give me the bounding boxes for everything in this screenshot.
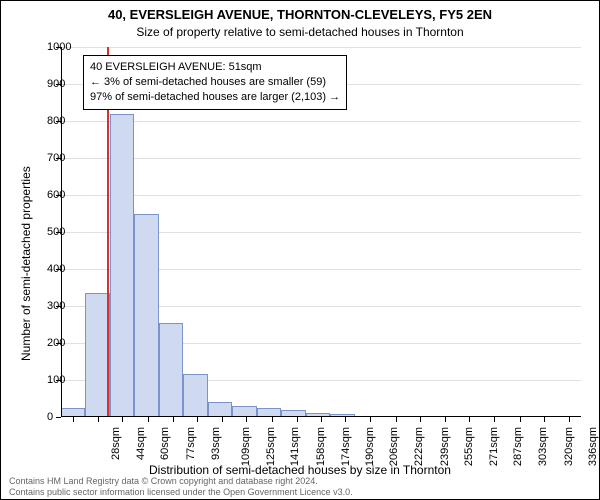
x-tick-label: 77sqm xyxy=(185,427,197,460)
histogram-bar xyxy=(159,323,183,417)
x-tick-label: 174sqm xyxy=(340,427,352,466)
x-tick-label: 271sqm xyxy=(488,427,500,466)
x-tick xyxy=(569,417,570,422)
x-tick xyxy=(494,417,495,422)
x-tick xyxy=(370,417,371,422)
histogram-bar xyxy=(134,214,158,418)
plot-area: 0100200300400500600700800900100028sqm44s… xyxy=(61,47,581,417)
x-tick-label: 190sqm xyxy=(364,427,376,466)
y-tick-label: 600 xyxy=(47,189,51,201)
x-tick-label: 222sqm xyxy=(413,427,425,466)
x-tick-label: 109sqm xyxy=(240,427,252,466)
y-tick-label: 900 xyxy=(47,78,51,90)
x-tick xyxy=(148,417,149,422)
x-tick xyxy=(197,417,198,422)
gridline xyxy=(61,121,581,122)
x-tick xyxy=(122,417,123,422)
histogram-bar xyxy=(183,374,207,417)
chart-subtitle: Size of property relative to semi-detach… xyxy=(1,25,599,39)
x-tick xyxy=(272,417,273,422)
y-tick-label: 1000 xyxy=(47,41,51,53)
infobox-line-larger: 97% of semi-detached houses are larger (… xyxy=(90,90,340,105)
y-tick-label: 400 xyxy=(47,263,51,275)
gridline xyxy=(61,158,581,159)
x-tick xyxy=(445,417,446,422)
histogram-bar xyxy=(110,114,134,417)
x-tick xyxy=(98,417,99,422)
histogram-bar xyxy=(208,402,232,417)
attribution-text: Contains HM Land Registry data © Crown c… xyxy=(9,476,591,497)
x-tick xyxy=(173,417,174,422)
x-tick-label: 141sqm xyxy=(289,427,301,466)
x-tick-label: 206sqm xyxy=(389,427,401,466)
chart-title: 40, EVERSLEIGH AVENUE, THORNTON-CLEVELEY… xyxy=(1,7,599,22)
x-tick xyxy=(420,417,421,422)
attribution-lines: Contains HM Land Registry data © Crown c… xyxy=(9,476,353,496)
x-axis-label: Distribution of semi-detached houses by … xyxy=(1,463,599,477)
x-tick-label: 44sqm xyxy=(135,427,147,460)
x-tick xyxy=(520,417,521,422)
x-tick-label: 60sqm xyxy=(159,427,171,460)
y-tick-label: 700 xyxy=(47,152,51,164)
y-tick-label: 500 xyxy=(47,226,51,238)
x-tick-label: 93sqm xyxy=(210,427,222,460)
x-tick xyxy=(345,417,346,422)
x-tick-label: 303sqm xyxy=(537,427,549,466)
x-tick-label: 287sqm xyxy=(512,427,524,466)
x-tick xyxy=(297,417,298,422)
x-tick xyxy=(469,417,470,422)
x-tick xyxy=(544,417,545,422)
x-tick xyxy=(321,417,322,422)
y-tick-label: 300 xyxy=(47,300,51,312)
y-tick-label: 0 xyxy=(47,411,51,423)
x-tick xyxy=(73,417,74,422)
y-axis-label: Number of semi-detached properties xyxy=(19,166,33,361)
y-axis xyxy=(61,47,62,417)
subject-info-box: 40 EVERSLEIGH AVENUE: 51sqm← 3% of semi-… xyxy=(83,55,347,110)
x-tick-label: 125sqm xyxy=(265,427,277,466)
gridline xyxy=(61,195,581,196)
x-tick-label: 158sqm xyxy=(315,427,327,466)
x-tick xyxy=(222,417,223,422)
x-tick xyxy=(246,417,247,422)
histogram-bar xyxy=(85,293,109,417)
y-tick xyxy=(56,417,61,418)
y-axis-label-text: Number of semi-detached properties xyxy=(19,166,33,361)
x-tick-label: 255sqm xyxy=(464,427,476,466)
chart-container: 40, EVERSLEIGH AVENUE, THORNTON-CLEVELEY… xyxy=(0,0,600,500)
gridline xyxy=(61,47,581,48)
infobox-line-smaller: ← 3% of semi-detached houses are smaller… xyxy=(90,75,340,90)
x-tick-label: 320sqm xyxy=(563,427,575,466)
x-tick-label: 28sqm xyxy=(110,427,122,460)
x-tick-label: 336sqm xyxy=(587,427,599,466)
x-tick-label: 239sqm xyxy=(439,427,451,466)
y-tick-label: 100 xyxy=(47,374,51,386)
y-tick-label: 800 xyxy=(47,115,51,127)
y-tick-label: 200 xyxy=(47,337,51,349)
infobox-line-subject: 40 EVERSLEIGH AVENUE: 51sqm xyxy=(90,60,340,75)
x-tick xyxy=(396,417,397,422)
